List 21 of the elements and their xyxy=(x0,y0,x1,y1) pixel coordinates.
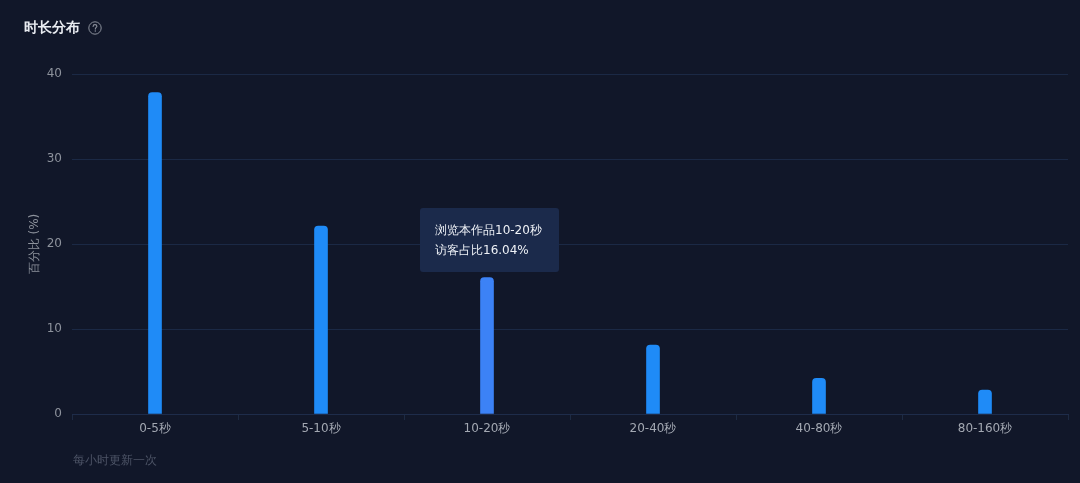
bar xyxy=(314,225,328,414)
x-tick-label: 0-5秒 xyxy=(139,421,171,436)
y-tick-label: 10 xyxy=(46,321,62,336)
bar xyxy=(480,277,494,414)
annotation: 浏览本作品10-20秒 xyxy=(435,223,542,237)
chart-title: 时长分布 xyxy=(24,19,80,37)
x-tick-label: 5-10秒 xyxy=(301,421,341,436)
annotation: 访客占比16.04% xyxy=(435,243,529,257)
x-tick-label: 20-40秒 xyxy=(629,421,677,436)
x-tick-label: 10-20秒 xyxy=(463,421,511,436)
bar xyxy=(646,344,660,414)
bar xyxy=(978,389,992,414)
y-axis-title: 百分比 (%) xyxy=(27,213,42,275)
y-tick-label: 30 xyxy=(46,151,62,166)
x-tick-label: 80-160秒 xyxy=(957,421,1013,436)
x-tick-label: 40-80秒 xyxy=(795,421,843,436)
bar xyxy=(148,92,162,414)
bar xyxy=(812,377,826,414)
y-tick-label: 40 xyxy=(46,66,62,81)
y-tick-label: 20 xyxy=(46,236,62,251)
y-tick-label: 0 xyxy=(54,406,62,421)
